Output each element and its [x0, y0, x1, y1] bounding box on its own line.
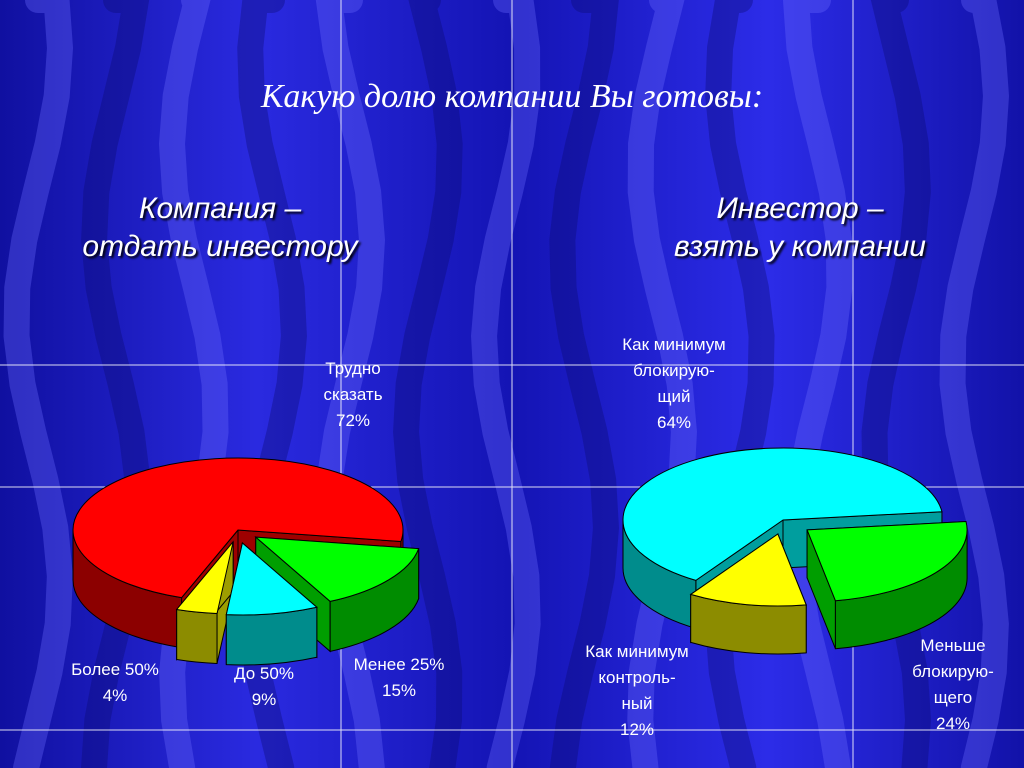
- left-chart-title-line-2: отдать инвестору: [82, 230, 358, 263]
- slice-at-least-blocking: [622, 447, 943, 581]
- label-less-blocking: Меньше блокирую- щего 24%: [912, 636, 994, 733]
- slide-title: Какую долю компании Вы готовы:: [260, 78, 764, 115]
- left-chart-title-line-1: Компания –: [138, 192, 302, 225]
- slice-at-least-control: [689, 533, 807, 607]
- slice-up-to-50-outer-wall: [225, 606, 318, 666]
- slice-more-50-outer-wall: [176, 608, 218, 664]
- right-chart-title-line-2: взять у компании: [674, 230, 926, 263]
- label-hard-to-say: Трудно сказать 72%: [323, 359, 383, 430]
- right-pie-chart: [622, 447, 968, 655]
- label-more-50: Более 50% 4%: [71, 660, 159, 705]
- left-chart-title: Компания – отдать инвестору: [30, 190, 410, 266]
- slice-up-to-50: [225, 542, 318, 616]
- slice-hard-to-say: [72, 457, 404, 599]
- slice-more-50: [175, 541, 234, 614]
- right-chart-title-line-1: Инвестор –: [716, 192, 884, 225]
- left-pie-chart: [72, 457, 420, 666]
- label-at-least-blocking: Как минимум блокирую- щий 64%: [622, 335, 726, 432]
- label-at-least-control: Как минимум контроль- ный 12%: [585, 642, 689, 739]
- label-less-25: Менее 25% 15%: [353, 655, 445, 700]
- slice-less-25: [254, 536, 420, 602]
- right-chart-title: Инвестор – взять у компании: [610, 190, 990, 266]
- slice-less-blocking: [806, 521, 968, 602]
- label-up-to-50: До 50% 9%: [234, 664, 294, 709]
